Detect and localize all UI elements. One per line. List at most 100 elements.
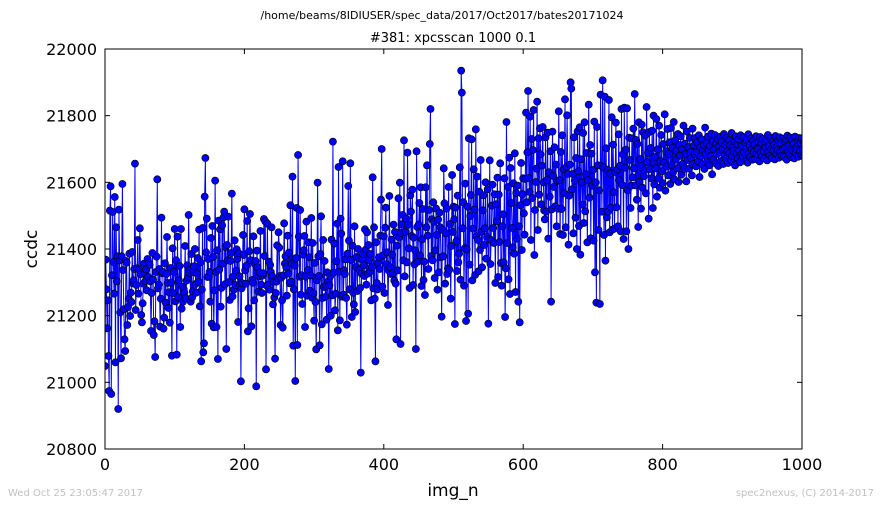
data-point xyxy=(550,143,559,152)
data-point xyxy=(308,239,317,247)
data-point xyxy=(128,248,137,256)
data-point xyxy=(508,224,516,232)
data-point xyxy=(471,125,480,134)
data-point xyxy=(415,199,424,207)
data-point xyxy=(407,207,415,216)
data-point xyxy=(572,245,581,253)
data-point xyxy=(495,238,504,246)
data-point xyxy=(375,265,384,273)
data-point xyxy=(653,192,661,201)
data-point xyxy=(267,223,276,232)
data-point xyxy=(586,141,595,149)
data-point xyxy=(584,176,592,185)
data-point xyxy=(839,151,846,158)
data-point xyxy=(300,232,309,240)
data-point xyxy=(637,204,645,213)
data-point xyxy=(269,300,277,309)
data-point xyxy=(370,223,378,232)
data-point xyxy=(516,201,525,210)
data-point xyxy=(309,289,318,298)
data-point xyxy=(225,278,233,286)
data-point xyxy=(817,151,824,158)
data-point xyxy=(828,136,835,143)
data-point xyxy=(880,134,884,141)
data-point xyxy=(621,145,630,154)
data-point xyxy=(579,219,588,227)
data-point xyxy=(510,249,519,258)
y-tick-label: 21000 xyxy=(46,373,97,392)
y-axis-label: ccdc xyxy=(22,230,42,269)
data-point xyxy=(112,223,121,232)
data-point xyxy=(873,150,880,157)
data-point xyxy=(651,153,659,161)
data-point xyxy=(540,215,549,224)
data-point xyxy=(832,143,839,150)
data-point xyxy=(200,339,208,348)
data-point xyxy=(338,157,347,166)
data-point xyxy=(110,193,119,201)
data-point xyxy=(567,84,576,93)
data-point xyxy=(105,352,113,360)
data-point xyxy=(439,164,448,173)
data-point xyxy=(629,124,638,133)
data-point xyxy=(526,236,535,244)
data-point xyxy=(548,127,557,136)
data-point xyxy=(463,202,472,211)
data-point xyxy=(817,139,824,146)
data-point xyxy=(638,183,647,192)
data-point xyxy=(151,353,160,361)
data-point xyxy=(818,134,825,141)
data-point xyxy=(278,323,287,332)
data-point xyxy=(530,251,539,259)
data-point xyxy=(856,138,863,145)
data-point xyxy=(501,264,510,273)
data-point xyxy=(864,148,871,155)
data-point xyxy=(830,132,837,139)
data-point xyxy=(624,245,633,253)
data-point xyxy=(138,318,146,327)
data-point xyxy=(528,194,537,202)
data-point xyxy=(174,293,183,302)
data-point xyxy=(469,224,477,233)
data-point xyxy=(287,277,295,286)
data-point xyxy=(533,97,542,106)
data-point xyxy=(660,110,669,119)
data-point xyxy=(489,224,498,232)
data-point xyxy=(501,313,509,321)
data-point xyxy=(333,326,342,335)
data-point xyxy=(872,135,879,142)
data-point xyxy=(609,140,618,149)
data-point xyxy=(336,214,345,223)
data-point xyxy=(661,186,670,195)
data-point xyxy=(591,178,600,187)
data-point xyxy=(503,239,512,247)
data-point xyxy=(664,150,673,158)
data-point xyxy=(868,139,875,146)
data-point xyxy=(865,143,872,150)
data-point xyxy=(842,131,849,138)
data-point xyxy=(534,134,543,143)
data-point xyxy=(520,209,528,218)
data-point xyxy=(296,206,305,214)
data-point xyxy=(493,173,502,182)
data-point xyxy=(455,163,464,172)
data-point xyxy=(423,231,432,240)
data-point xyxy=(558,131,567,140)
data-point xyxy=(163,233,171,241)
data-point xyxy=(366,250,375,258)
data-point xyxy=(241,279,250,288)
data-point xyxy=(821,144,828,151)
data-point xyxy=(120,335,129,344)
data-point xyxy=(316,250,325,258)
data-point xyxy=(843,146,850,153)
data-point xyxy=(329,137,337,146)
data-point xyxy=(426,105,435,113)
data-point xyxy=(834,152,841,159)
data-point xyxy=(462,245,471,254)
data-point xyxy=(526,112,535,121)
data-point xyxy=(657,131,666,139)
data-point xyxy=(411,345,420,353)
data-point xyxy=(812,143,819,150)
data-point xyxy=(630,164,638,173)
data-point xyxy=(170,268,178,276)
